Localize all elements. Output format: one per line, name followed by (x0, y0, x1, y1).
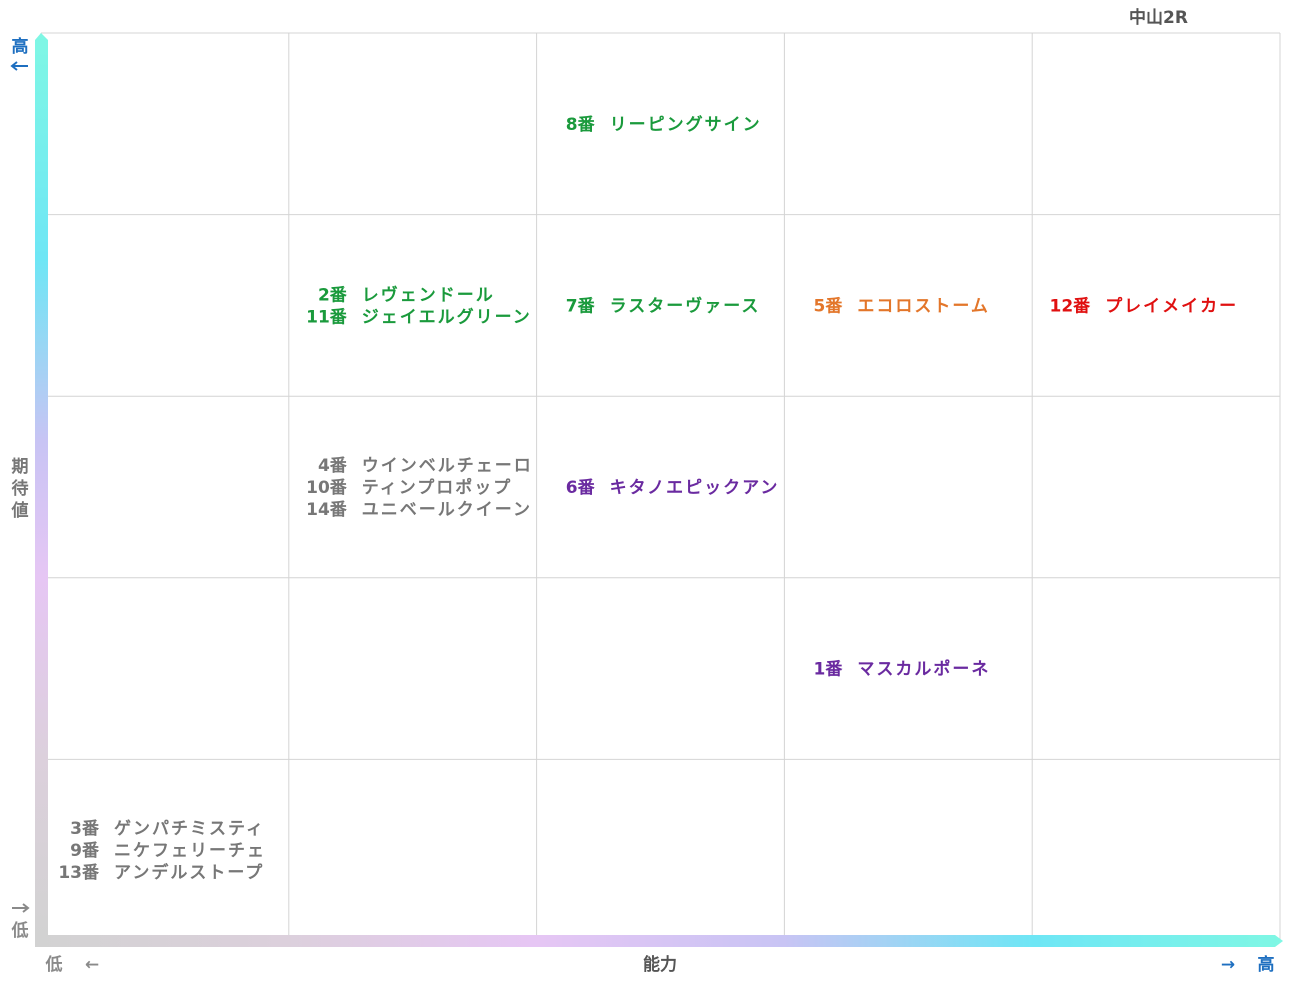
horse-number: 9番 (70, 841, 100, 861)
horse-name: ゲンパチミスティ (114, 818, 265, 839)
horse-name: アンデルストープ (114, 862, 264, 883)
x-axis-bar (35, 935, 1283, 947)
y-axis-label-3: 値 (11, 500, 29, 521)
x-low-label: 低 (45, 954, 63, 975)
horse-number: 10番 (306, 478, 348, 498)
x-left-arrow: ← (85, 955, 99, 975)
x-right-arrow: → (1221, 955, 1235, 975)
horse-labels: 8番 リーピングサイン 2番 レヴェンドール 11番 ジェイエルグリーン 7番 ラスターヴァー… (58, 114, 1238, 883)
horse-name: ニケフェリーチェ (114, 841, 266, 861)
horse-name: ラスターヴァース (610, 295, 761, 316)
horse-name: ティンプロポップ (362, 477, 512, 498)
horse-number: 13番 (58, 863, 100, 883)
y-low-label: 低 (11, 920, 29, 941)
y-axis-bar (35, 33, 48, 940)
horse-number: 7番 (566, 296, 596, 316)
horse-number: 8番 (566, 115, 596, 135)
y-high-label: 高 (12, 36, 29, 57)
race-label: 中山2R (1129, 8, 1188, 28)
horse-name: ウインベルチェーロ (362, 456, 533, 476)
horse-name: ジェイエルグリーン (362, 306, 532, 327)
horse-number: 6番 (566, 478, 596, 498)
horse-name: レヴェンドール (362, 284, 495, 305)
x-high-label: 高 (1258, 954, 1275, 975)
horse-name: リーピングサイン (610, 114, 762, 135)
horse-name: エコロストーム (857, 296, 990, 316)
horse-number: 3番 (70, 819, 100, 839)
horse-number: 2番 (318, 285, 348, 305)
horse-name: キタノエピックアン (610, 478, 780, 498)
horse-name: マスカルポーネ (857, 659, 990, 680)
horse-number: 12番 (1050, 296, 1092, 316)
x-axis-label: 能力 (643, 954, 677, 975)
horse-name: プレイメイカー (1105, 295, 1238, 316)
horse-number: 1番 (814, 660, 844, 680)
horse-number: 14番 (306, 500, 348, 520)
y-axis-label-2: 待 (12, 478, 29, 499)
horse-number: 4番 (318, 456, 348, 476)
horse-name: ユニベールクイーン (362, 500, 532, 520)
horse-number: 5番 (814, 296, 844, 316)
horse-number: 11番 (306, 307, 348, 327)
y-up-arrow (10, 61, 28, 71)
y-axis-label-1: 期 (12, 457, 29, 477)
y-down-arrow (12, 903, 30, 913)
